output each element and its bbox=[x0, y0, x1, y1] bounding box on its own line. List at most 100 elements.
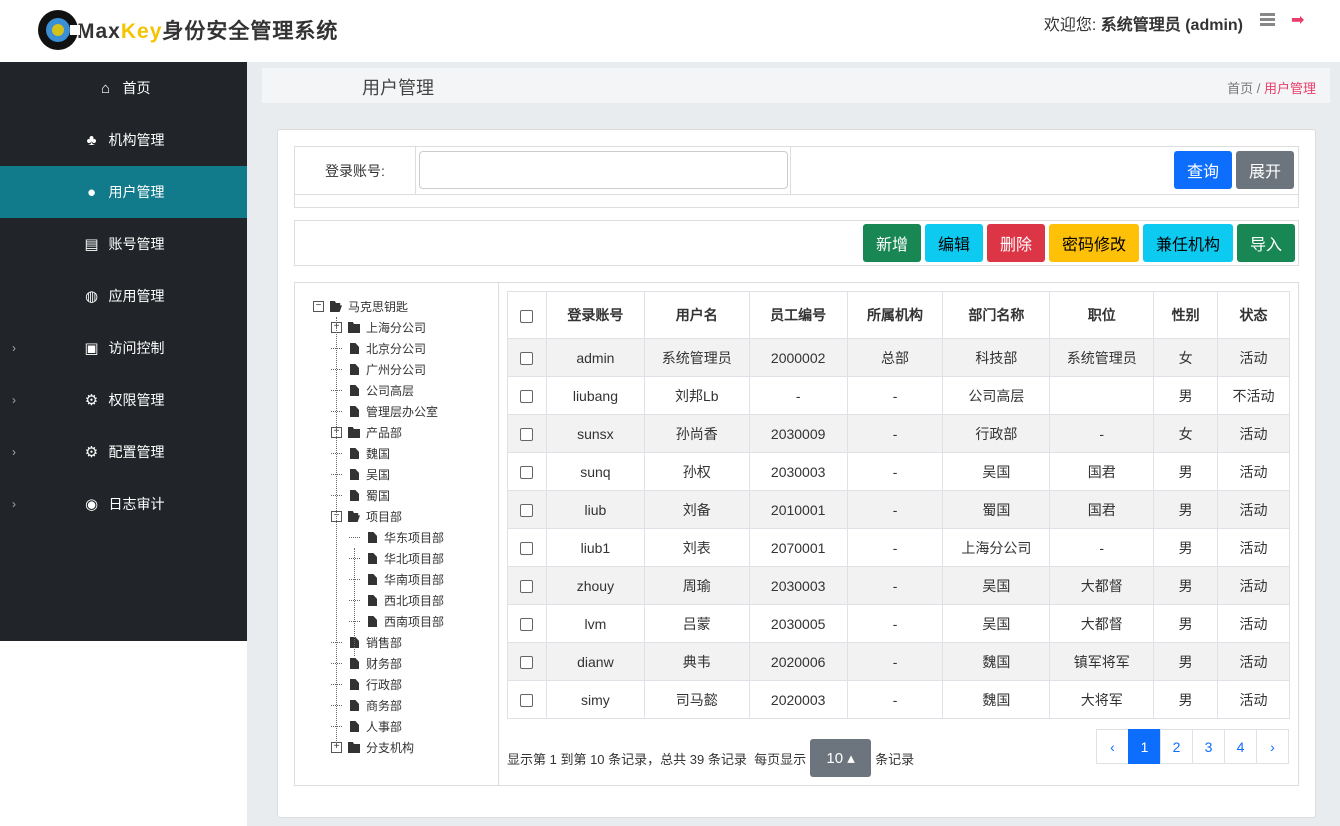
row-checkbox-cell[interactable] bbox=[507, 566, 547, 605]
column-header[interactable]: 员工编号 bbox=[748, 291, 848, 339]
sidebar-item-7[interactable]: › ⚙ 配置管理 bbox=[0, 426, 247, 478]
table-row[interactable]: liubang 刘邦Lb - - 公司高层男不活动 bbox=[507, 376, 1290, 415]
breadcrumb-home[interactable]: 首页 bbox=[1227, 81, 1254, 96]
toolbar-button-4[interactable]: 兼任机构 bbox=[1143, 224, 1233, 262]
table-row[interactable]: dianw 典韦 2020006- 魏国 镇军将军男活动 bbox=[507, 642, 1290, 681]
table-cell: 男 bbox=[1153, 490, 1219, 529]
row-checkbox[interactable] bbox=[520, 656, 534, 670]
tree-node[interactable]: − 项目部 bbox=[331, 506, 402, 527]
row-checkbox-cell[interactable] bbox=[507, 338, 547, 377]
table-row[interactable]: sunsx 孙尚香 2030009- 行政部 - 女活动 bbox=[507, 414, 1290, 453]
row-checkbox-cell[interactable] bbox=[507, 414, 547, 453]
table-row[interactable]: liub 刘备 2010001- 蜀国 国君男活动 bbox=[507, 490, 1290, 529]
tree-node[interactable]: + 产品部 bbox=[331, 422, 402, 443]
toolbar-button-2[interactable]: 删除 bbox=[987, 224, 1045, 262]
next-page-button[interactable]: › bbox=[1256, 729, 1289, 764]
tree-node[interactable]: 魏国 bbox=[331, 443, 390, 464]
sidebar-item-0[interactable]: ⌂ 首页 bbox=[0, 62, 247, 114]
row-checkbox-cell[interactable] bbox=[507, 642, 547, 681]
column-header[interactable]: 所属机构 bbox=[846, 291, 944, 339]
collapse-icon[interactable]: − bbox=[313, 301, 324, 312]
tree-node[interactable]: 西北项目部 bbox=[349, 590, 444, 611]
login-account-input[interactable] bbox=[419, 151, 788, 189]
toolbar-button-5[interactable]: 导入 bbox=[1237, 224, 1295, 262]
tree-node[interactable]: 华东项目部 bbox=[349, 527, 444, 548]
tree-node[interactable]: 广州分公司 bbox=[331, 359, 426, 380]
tree-node[interactable]: 人事部 bbox=[331, 716, 402, 737]
table-row[interactable]: simy 司马懿 2020003- 魏国 大将军男活动 bbox=[507, 680, 1290, 719]
logout-icon[interactable]: ➡ bbox=[1291, 12, 1305, 29]
row-checkbox[interactable] bbox=[520, 504, 534, 518]
tree-node-label: 产品部 bbox=[366, 426, 403, 440]
row-checkbox[interactable] bbox=[520, 428, 534, 442]
tree-node[interactable]: 华南项目部 bbox=[349, 569, 444, 590]
file-icon bbox=[368, 553, 377, 564]
tree-node[interactable]: + 上海分公司 bbox=[331, 317, 426, 338]
page-button-2[interactable]: 2 bbox=[1160, 729, 1193, 764]
column-header[interactable]: 登录账号 bbox=[545, 291, 645, 339]
row-checkbox-cell[interactable] bbox=[507, 452, 547, 491]
page-size-dropdown[interactable]: 10 ▴ bbox=[810, 739, 872, 777]
table-row[interactable]: lvm 吕蒙 2030005- 吴国 大都督男活动 bbox=[507, 604, 1290, 643]
column-header[interactable]: 性别 bbox=[1153, 291, 1219, 339]
row-checkbox[interactable] bbox=[520, 580, 534, 594]
sidebar-item-2[interactable]: ● 用户管理 bbox=[0, 166, 247, 218]
user-table: 登录账号 用户名 员工编号 所属机构 部门名称 职位 性别 状态 admin 系统管理员 2000… bbox=[507, 291, 1290, 719]
query-button[interactable]: 查询 bbox=[1174, 151, 1232, 189]
row-checkbox[interactable] bbox=[520, 390, 534, 404]
column-header[interactable]: 状态 bbox=[1217, 291, 1290, 339]
row-checkbox[interactable] bbox=[520, 694, 534, 708]
tree-node[interactable]: 华北项目部 bbox=[349, 548, 444, 569]
tree-node-label: 华北项目部 bbox=[384, 552, 445, 566]
current-user[interactable]: 系统管理员 (admin) bbox=[1100, 17, 1243, 34]
tree-node[interactable]: 销售部 bbox=[331, 632, 402, 653]
tree-node[interactable]: − 马克思钥匙 bbox=[313, 296, 408, 317]
row-checkbox-cell[interactable] bbox=[507, 528, 547, 567]
expand-button[interactable]: 展开 bbox=[1236, 151, 1294, 189]
select-all-checkbox-cell[interactable] bbox=[507, 291, 547, 339]
select-all-checkbox[interactable] bbox=[520, 309, 534, 323]
page-button-1[interactable]: 1 bbox=[1128, 729, 1161, 764]
toolbar-button-1[interactable]: 编辑 bbox=[925, 224, 983, 262]
page-button-3[interactable]: 3 bbox=[1192, 729, 1225, 764]
sidebar: ⌂ 首页 ♣ 机构管理 ● 用户管理 ▤ 账号管理 ◍ 应用管理 › ▣ 访问控制 › ⚙ 权限管理 › ⚙ 配置管… bbox=[0, 62, 247, 641]
toolbar-button-3[interactable]: 密码修改 bbox=[1049, 224, 1139, 262]
row-checkbox[interactable] bbox=[520, 466, 534, 480]
sidebar-item-8[interactable]: › ◉ 日志审计 bbox=[0, 478, 247, 530]
row-checkbox[interactable] bbox=[520, 618, 534, 632]
tree-node[interactable]: 管理层办公室 bbox=[331, 401, 438, 422]
row-checkbox-cell[interactable] bbox=[507, 604, 547, 643]
row-checkbox-cell[interactable] bbox=[507, 376, 547, 415]
sidebar-item-1[interactable]: ♣ 机构管理 bbox=[0, 114, 247, 166]
row-checkbox-cell[interactable] bbox=[507, 490, 547, 529]
table-row[interactable]: admin 系统管理员 2000002 总部 科技部 系统管理员女活动 bbox=[507, 338, 1290, 377]
column-header[interactable]: 部门名称 bbox=[942, 291, 1051, 339]
page-button-4[interactable]: 4 bbox=[1224, 729, 1257, 764]
sidebar-item-4[interactable]: ◍ 应用管理 bbox=[0, 270, 247, 322]
toolbar-button-0[interactable]: 新增 bbox=[863, 224, 921, 262]
tree-node[interactable]: + 分支机构 bbox=[331, 737, 414, 758]
sidebar-item-label: 配置管理 bbox=[108, 444, 165, 460]
row-checkbox-cell[interactable] bbox=[507, 680, 547, 719]
tree-node[interactable]: 北京分公司 bbox=[331, 338, 426, 359]
column-header[interactable]: 用户名 bbox=[643, 291, 750, 339]
column-header[interactable]: 职位 bbox=[1049, 291, 1155, 339]
tree-node[interactable]: 蜀国 bbox=[331, 485, 390, 506]
tree-node[interactable]: 财务部 bbox=[331, 653, 402, 674]
tree-node[interactable]: 西南项目部 bbox=[349, 611, 444, 632]
row-checkbox[interactable] bbox=[520, 542, 534, 556]
row-checkbox[interactable] bbox=[520, 352, 534, 366]
tree-node[interactable]: 行政部 bbox=[331, 674, 402, 695]
tree-node[interactable]: 吴国 bbox=[331, 464, 390, 485]
sidebar-item-6[interactable]: › ⚙ 权限管理 bbox=[0, 374, 247, 426]
table-row[interactable]: liub1 刘表 2070001- 上海分公司 - 男活动 bbox=[507, 528, 1290, 567]
sidebar-item-5[interactable]: › ▣ 访问控制 bbox=[0, 322, 247, 374]
sidebar-item-3[interactable]: ▤ 账号管理 bbox=[0, 218, 247, 270]
login-account-label: 登录账号: bbox=[295, 147, 416, 194]
prev-page-button[interactable]: ‹ bbox=[1096, 729, 1129, 764]
menu-icon[interactable] bbox=[1260, 13, 1275, 26]
table-row[interactable]: zhouy 周瑜 2030003- 吴国 大都督男活动 bbox=[507, 566, 1290, 605]
tree-node[interactable]: 商务部 bbox=[331, 695, 402, 716]
tree-node[interactable]: 公司高层 bbox=[331, 380, 414, 401]
table-row[interactable]: sunq 孙权 2030003- 吴国 国君男活动 bbox=[507, 452, 1290, 491]
